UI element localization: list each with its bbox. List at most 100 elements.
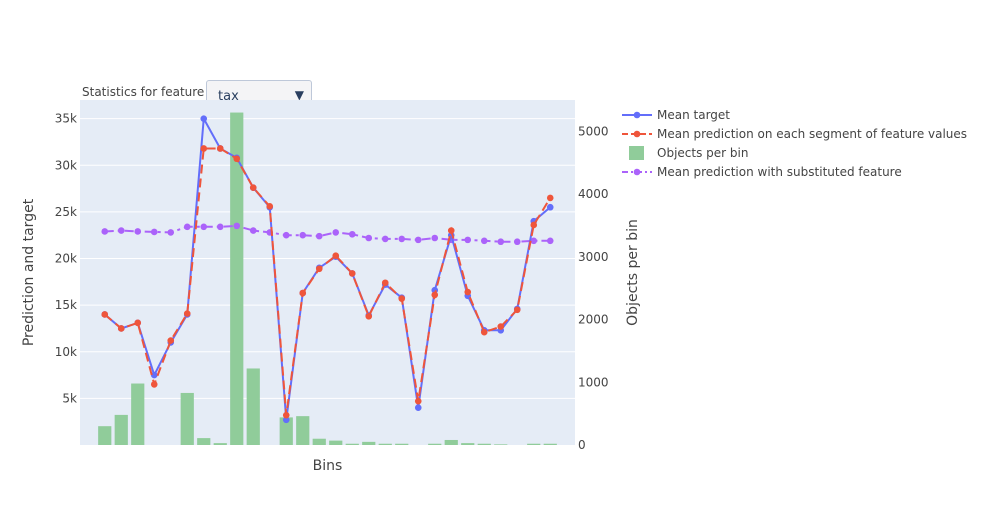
legend-entry-label: Mean prediction with substituted feature <box>657 165 902 179</box>
data-point <box>381 279 389 287</box>
data-point <box>134 228 142 235</box>
data-point <box>200 115 208 122</box>
legend-swatch-marker <box>633 130 641 138</box>
data-point <box>414 236 422 244</box>
data-point <box>398 235 406 243</box>
data-point <box>480 237 488 245</box>
plot-area <box>80 100 575 445</box>
bar <box>395 443 409 445</box>
bar <box>428 443 442 445</box>
series-line <box>104 224 551 243</box>
y2-tick-label: 5000 <box>578 124 609 138</box>
data-point <box>480 328 488 336</box>
legend-entry-label: Mean target <box>657 108 730 122</box>
data-point <box>513 238 521 246</box>
data-point <box>414 397 422 405</box>
x-axis-title: Bins <box>313 458 343 474</box>
bar <box>230 112 244 445</box>
data-point <box>117 227 125 234</box>
data-point <box>266 202 274 210</box>
data-point <box>282 416 290 424</box>
data-point <box>200 145 208 152</box>
data-point <box>167 337 175 344</box>
data-point <box>365 313 373 320</box>
data-point <box>183 310 191 317</box>
legend-swatch-marker <box>633 111 641 119</box>
data-point <box>497 238 505 246</box>
bar-series <box>98 112 557 445</box>
y-tick-label: 10k <box>55 345 77 359</box>
data-point <box>249 184 257 191</box>
data-point <box>546 237 554 245</box>
data-point <box>315 265 323 273</box>
bar <box>296 416 310 445</box>
legend-entry-label: Objects per bin <box>657 146 748 160</box>
data-point <box>216 145 224 152</box>
data-point <box>282 411 290 419</box>
y-tick-label: 25k <box>55 205 77 219</box>
data-point <box>365 234 373 242</box>
data-point <box>414 404 422 412</box>
y-tick-label: 35k <box>55 112 77 126</box>
data-point <box>348 230 356 238</box>
data-point <box>183 223 191 231</box>
data-point <box>101 228 109 235</box>
data-point <box>546 203 554 211</box>
y-tick-label: 15k <box>55 298 77 312</box>
data-point <box>150 381 158 388</box>
legend-swatch <box>629 146 644 160</box>
legend-swatch-marker <box>633 168 641 176</box>
data-point <box>348 270 356 277</box>
bar <box>329 440 343 445</box>
legend[interactable]: Mean target Mean prediction on each segme… <box>622 108 967 179</box>
data-point <box>431 291 439 299</box>
line-series <box>101 115 554 424</box>
y2-axis-title: Objects per bin <box>625 219 641 326</box>
data-point <box>530 221 538 229</box>
data-point <box>299 289 307 297</box>
data-point <box>150 371 158 379</box>
data-point <box>513 306 521 314</box>
bar <box>98 426 112 445</box>
bar <box>279 417 293 445</box>
data-point <box>282 231 290 239</box>
data-point <box>332 252 340 260</box>
y-axis-ticks: 5k 10k 15k 20k 25k 30k 35k <box>55 112 77 406</box>
bar <box>114 414 128 445</box>
y2-tick-label: 3000 <box>578 250 609 264</box>
legend-entry-label: Mean prediction on each segment of featu… <box>657 127 967 141</box>
bar <box>378 443 392 445</box>
y2-axis-ticks: 0 1000 2000 3000 4000 5000 <box>578 124 609 452</box>
bar <box>180 392 194 445</box>
bar <box>213 443 227 445</box>
data-point <box>530 237 538 245</box>
bar <box>527 443 541 445</box>
y2-tick-label: 2000 <box>578 313 609 327</box>
y2-tick-label: 1000 <box>578 375 609 389</box>
bar <box>543 443 557 445</box>
data-point <box>233 222 241 230</box>
data-point <box>249 227 257 234</box>
triangle-down-icon[interactable]: ▼ <box>294 88 304 102</box>
bar <box>246 368 260 445</box>
data-point <box>134 319 142 327</box>
y-tick-label: 5k <box>62 391 77 405</box>
feature-selector-label: Statistics for feature <box>82 85 205 99</box>
bar <box>461 443 475 445</box>
data-point <box>332 229 340 236</box>
data-point <box>381 235 389 243</box>
data-point <box>233 155 241 163</box>
data-point <box>447 227 455 234</box>
data-point <box>101 311 109 318</box>
data-point <box>431 234 439 242</box>
data-point <box>299 231 307 239</box>
bar <box>494 444 508 445</box>
y-axis-title: Prediction and target <box>21 198 37 346</box>
bar <box>131 383 145 445</box>
data-point <box>546 194 554 202</box>
bar <box>362 441 376 445</box>
y2-tick-label: 0 <box>578 438 586 452</box>
grid-lines <box>80 118 575 399</box>
data-point <box>464 288 472 296</box>
